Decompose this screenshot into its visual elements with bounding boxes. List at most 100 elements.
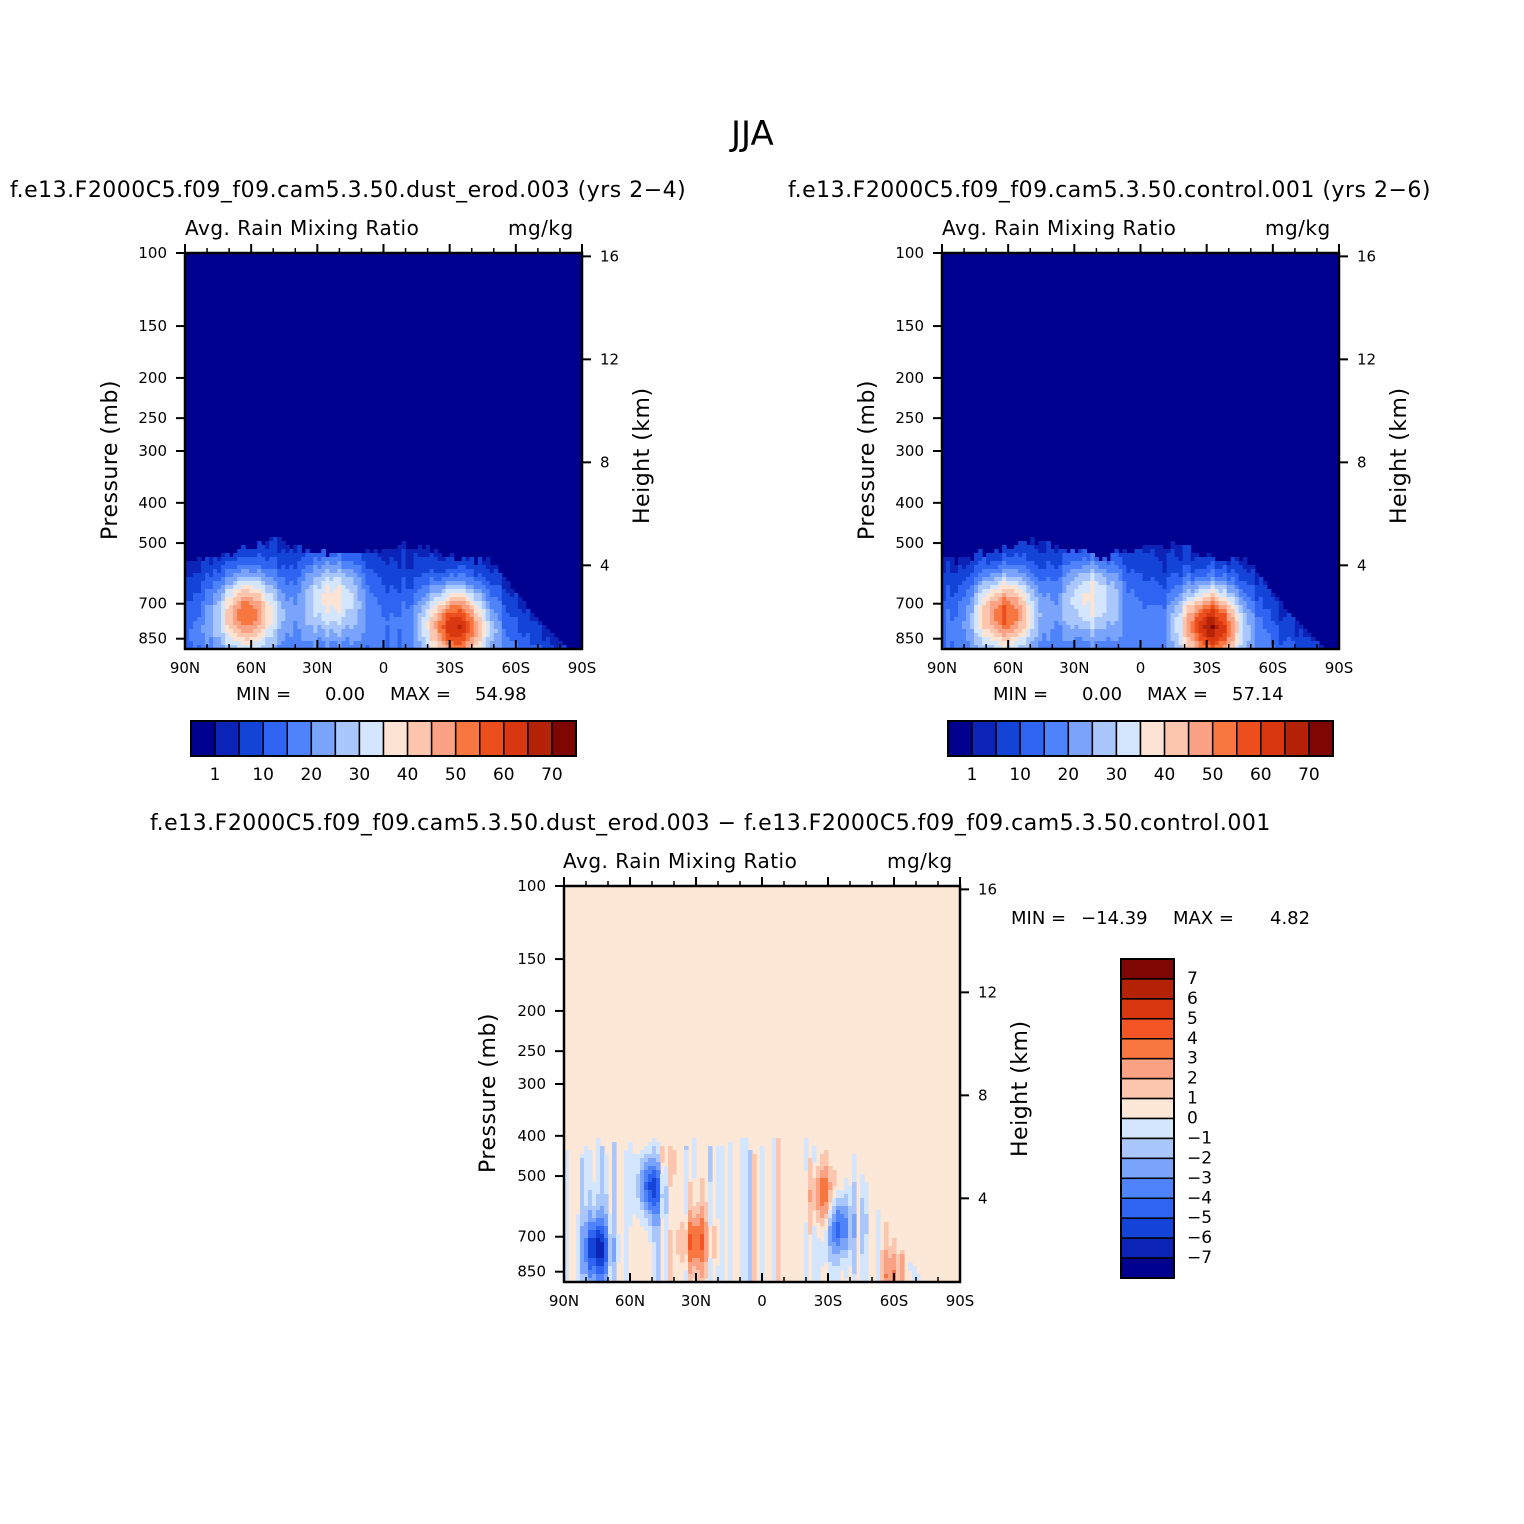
panel-3-y2-tick-label: 8: [978, 1086, 988, 1104]
colorbar-box: [1120, 1137, 1175, 1160]
panel-1-y-tick-label: 850: [138, 630, 167, 648]
colorbar-box: [1091, 720, 1118, 757]
colorbar-label: −1: [1187, 1128, 1212, 1148]
panel-3-y-tick-label: 100: [517, 877, 546, 895]
colorbar-label: 6: [1187, 989, 1198, 1009]
colorbar-box: [947, 720, 973, 757]
panel-3-y2-tick-label: 12: [978, 983, 997, 1001]
panel-1-x-tick-label: 90S: [568, 659, 597, 677]
colorbar-box: [1120, 1097, 1175, 1120]
colorbar-box: [430, 720, 457, 757]
panel-1-title: f.e13.F2000C5.f09_f09.cam5.3.50.dust_ero…: [10, 178, 687, 203]
colorbar-label: 2: [1187, 1069, 1198, 1089]
colorbar-label: 20: [300, 765, 322, 785]
panel-1-min-label: MIN =: [236, 684, 292, 705]
panel-3-y2-tick-label: 16: [978, 880, 997, 898]
panel-3-min-label: MIN =: [1011, 908, 1067, 929]
panel-1-x-tick-label: 60N: [236, 659, 266, 677]
panel-2-y2-tick-label: 16: [1357, 247, 1376, 265]
colorbar-box: [1115, 720, 1142, 757]
colorbar-box: [1187, 720, 1214, 757]
colorbar-label: 10: [252, 765, 274, 785]
panel-3-max-label: MAX =: [1173, 908, 1234, 929]
panel-1-variable-label: Avg. Rain Mixing Ratio: [185, 216, 420, 240]
panel-2-min-label: MIN =: [993, 684, 1049, 705]
colorbar-box: [551, 720, 577, 757]
panel-1-y2-tick-label: 8: [600, 453, 610, 471]
colorbar-box: [1120, 1018, 1175, 1040]
panel-1-units-label: mg/kg: [508, 216, 574, 240]
colorbar-box: [406, 720, 433, 757]
panel-3-units-label: mg/kg: [887, 849, 953, 873]
colorbar-box: [479, 720, 505, 757]
panel-2-x-tick-label: 90N: [927, 659, 957, 677]
panel-3-y2-tick-label: 4: [978, 1189, 988, 1207]
colorbar-box: [1120, 1077, 1175, 1100]
panel-2-title: f.e13.F2000C5.f09_f09.cam5.3.50.control.…: [788, 178, 1431, 203]
panel-3-x-tick-label: 60N: [615, 1292, 645, 1310]
colorbar-box: [1120, 1177, 1175, 1199]
colorbar-box: [1139, 720, 1166, 757]
panel-2-field: [942, 253, 1339, 650]
colorbar-box: [286, 720, 313, 757]
colorbar-label: 50: [445, 765, 467, 785]
colorbar-box: [1120, 1237, 1175, 1259]
colorbar-label: −6: [1187, 1228, 1212, 1248]
panel-2-colorbar: 1 10 20 30 40 50 60 70: [947, 720, 1334, 785]
panel-1-field: [185, 253, 582, 650]
colorbar-box: [1120, 1257, 1175, 1279]
colorbar-box: [971, 720, 997, 757]
panel-1-y-tick-label: 200: [138, 369, 167, 387]
colorbar-label: 3: [1187, 1049, 1198, 1069]
colorbar-label: 4: [1187, 1029, 1198, 1049]
colorbar-box: [1043, 720, 1070, 757]
panel-2-variable-label: Avg. Rain Mixing Ratio: [942, 216, 1177, 240]
panel-2-max-label: MAX =: [1147, 684, 1208, 705]
panel-3-x-tick-label: 0: [757, 1292, 767, 1310]
colorbar-box: [1260, 720, 1286, 757]
panel-1-x-tick-label: 90N: [170, 659, 200, 677]
colorbar-box: [1019, 720, 1045, 757]
panel-2-y-tick-label: 100: [895, 244, 924, 262]
panel-3-y-tick-label: 300: [517, 1075, 546, 1093]
panel-3-y-tick-label: 400: [517, 1127, 546, 1145]
colorbar-box: [1120, 1057, 1175, 1080]
colorbar-box: [358, 720, 385, 757]
colorbar-label: 5: [1187, 1009, 1198, 1029]
panel-3-field: [564, 886, 960, 1283]
panel-3-variable-label: Avg. Rain Mixing Ratio: [563, 849, 798, 873]
colorbar-box: [527, 720, 553, 757]
colorbar-box: [1308, 720, 1334, 757]
colorbar-label: 70: [1298, 765, 1320, 785]
colorbar-label: 1: [210, 765, 221, 785]
panel-3-y-tick-label: 250: [517, 1042, 546, 1060]
colorbar-label: 1: [1187, 1089, 1198, 1109]
panel-1-y-tick-label: 300: [138, 442, 167, 460]
panel-1-y2-tick-label: 4: [600, 556, 610, 574]
panel-1-x-tick-label: 60S: [502, 659, 531, 677]
panel-1-max-label: MAX =: [390, 684, 451, 705]
panel-1-axes: 90N 60N 30N 0 30S 60S 90S 100 150 200 250 300 400 500…: [138, 244, 619, 677]
panel-2-y-tick-label: 150: [895, 317, 924, 335]
panel-1-y2-tick-label: 12: [600, 350, 619, 368]
panel-1-y-tick-label: 100: [138, 244, 167, 262]
colorbar-label: 10: [1009, 765, 1031, 785]
colorbar-label: 20: [1057, 765, 1079, 785]
panel-3-axes: 90N 60N 30N 0 30S 60S 90S 100 150 200 250 300 400 500…: [517, 877, 997, 1310]
colorbar-label: 7: [1187, 969, 1198, 989]
panel-2-y-tick-label: 200: [895, 369, 924, 387]
panel-2-x-tick-label: 90S: [1325, 659, 1354, 677]
panel-2-y2-tick-label: 8: [1357, 453, 1367, 471]
colorbar-box: [1120, 1157, 1175, 1180]
colorbar-box: [1284, 720, 1310, 757]
panel-1-y-tick-label: 250: [138, 409, 167, 427]
colorbar-box: [262, 720, 288, 757]
colorbar-box: [1120, 1217, 1175, 1239]
panel-2-min-value: 0.00: [1082, 684, 1123, 705]
colorbar-label: 0: [1187, 1109, 1198, 1129]
colorbar-label: 1: [967, 765, 978, 785]
colorbar-box: [454, 720, 481, 757]
colorbar-box: [214, 720, 240, 757]
colorbar-label: 40: [397, 765, 419, 785]
colorbar-box: [1211, 720, 1238, 757]
